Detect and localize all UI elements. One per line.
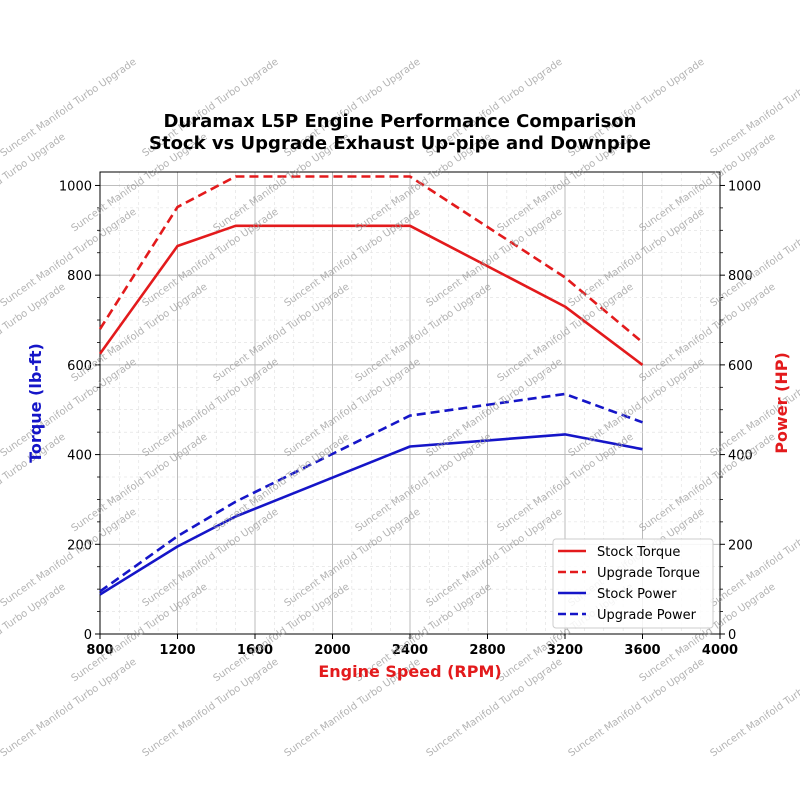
y-tick-label-right: 800 (728, 269, 753, 284)
watermark-text: Suncent Manifold Turbo Upgrade (495, 432, 635, 535)
y-tick-label-left: 1000 (59, 179, 92, 194)
watermark-text: Suncent Manifold Turbo Upgrade (353, 432, 493, 535)
x-tick-label: 1200 (159, 643, 195, 658)
series-line-upgrade-power (99, 392, 643, 593)
watermark-text: Suncent Manifold Turbo Upgrade (637, 282, 777, 385)
y-tick-label-left: 800 (67, 269, 92, 284)
legend-label-stock-power: Stock Power (597, 587, 677, 602)
legend-label-upgrade-torque: Upgrade Torque (597, 566, 700, 581)
watermark-text: Suncent Manifold Turbo Upgrade (140, 657, 280, 760)
y-tick-label-right: 600 (728, 359, 753, 374)
y-axis-label-right: Power (HP) (772, 352, 791, 454)
watermark-text: Suncent Manifold Turbo Upgrade (637, 432, 777, 535)
x-tick-label: 800 (86, 643, 113, 658)
watermark-text: Suncent Manifold Turbo Upgrade (211, 282, 351, 385)
x-axis-label: Engine Speed (RPM) (318, 662, 501, 681)
y-tick-label-right: 400 (728, 449, 753, 464)
x-tick-label: 2000 (314, 643, 350, 658)
y-tick-label-left: 400 (67, 449, 92, 464)
watermark-text: Suncent Manifold Turbo Upgrade (69, 432, 209, 535)
y-tick-label-left: 200 (67, 538, 92, 553)
x-tick-label: 2400 (392, 643, 428, 658)
x-tick-label: 4000 (702, 643, 738, 658)
y-tick-label-right: 0 (728, 628, 736, 643)
watermark-text: Suncent Manifold Turbo Upgrade (566, 357, 706, 460)
watermark-text: Suncent Manifold Turbo Upgrade (424, 357, 564, 460)
watermark-text: Suncent Manifold Turbo Upgrade (140, 357, 280, 460)
watermark-text: Suncent Manifold Turbo Upgrade (282, 357, 422, 460)
legend-label-stock-torque: Stock Torque (597, 545, 680, 560)
y-tick-label-right: 1000 (728, 179, 761, 194)
legend-label-upgrade-power: Upgrade Power (597, 608, 697, 623)
watermark-text: Suncent Manifold Turbo Upgrade (424, 207, 564, 310)
watermark-text: Suncent Manifold Turbo Upgrade (211, 432, 351, 535)
x-tick-label: 3600 (624, 643, 660, 658)
watermark-text: Suncent Manifold Turbo Upgrade (140, 207, 280, 310)
legend-box (552, 538, 714, 629)
y-axis-label-left: Torque (lb-ft) (26, 343, 45, 463)
series-line-upgrade-torque (98, 175, 644, 344)
watermark: Suncent Manifold Turbo Upgrade Suncent Ma… (0, 57, 800, 760)
watermark-text: Suncent Manifold Turbo Upgrade (282, 207, 422, 310)
x-tick-label: 2800 (469, 643, 505, 658)
x-tick-label: 3200 (547, 643, 583, 658)
chart-title-line2: Stock vs Upgrade Exhaust Up-pipe and Dow… (149, 133, 651, 154)
y-tick-label-left: 0 (84, 628, 92, 643)
watermark-text: Suncent Manifold Turbo Upgrade (0, 657, 139, 760)
watermark-text: Suncent Manifold Turbo Upgrade (0, 207, 139, 310)
watermark-text: Suncent Manifold Turbo Upgrade (0, 57, 139, 160)
x-tick-label: 1600 (237, 643, 273, 658)
watermark-text: Suncent Manifold Turbo Upgrade (424, 507, 564, 610)
watermark-text: Suncent Manifold Turbo Upgrade (0, 507, 139, 610)
watermark-text: Suncent Manifold Turbo Upgrade (566, 657, 706, 760)
y-tick-label-left: 600 (67, 359, 92, 374)
series-lines (98, 175, 644, 596)
series-line-stock-power (99, 433, 643, 596)
series-line-stock-torque (98, 224, 644, 366)
watermark-text: Suncent Manifold Turbo Upgrade (495, 282, 635, 385)
watermark-text: Suncent Manifold Turbo Upgrade (708, 657, 800, 760)
watermark-text: Suncent Manifold Turbo Upgrade (566, 207, 706, 310)
watermark-text: Suncent Manifold Turbo Upgrade (353, 282, 493, 385)
chart-title-line1: Duramax L5P Engine Performance Compariso… (164, 111, 637, 132)
y-tick-label-right: 200 (728, 538, 753, 553)
legend: Stock Torque Upgrade Torque Stock Power … (552, 538, 714, 629)
